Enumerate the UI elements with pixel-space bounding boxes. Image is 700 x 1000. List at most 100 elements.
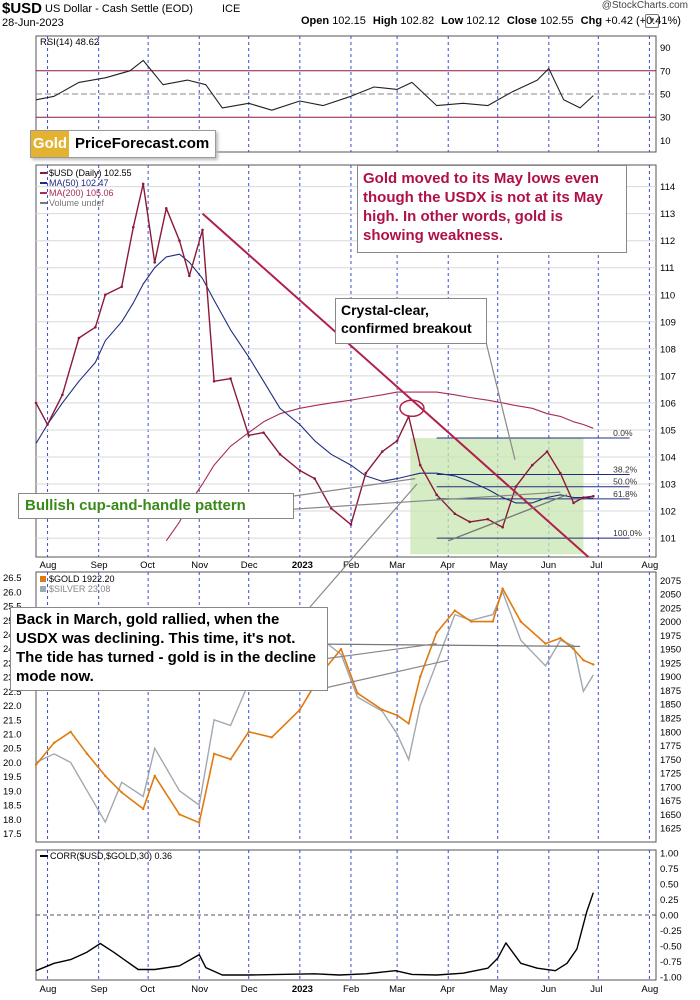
chart-symbol: $USD [2,0,43,17]
usd-price-point [201,228,204,232]
fib-label: 38.2% [613,465,638,475]
logo-site-word: PriceForecast.com [75,135,210,152]
usd-price-point [349,523,353,526]
silver-tick-label: 22.0 [3,701,22,712]
y-tick-label: 1725 [660,769,681,780]
fib-label: 61.8% [613,489,638,499]
y-tick-label: 112 [660,236,675,247]
gold-point [572,647,575,651]
usd-price-point [514,485,518,489]
y-tick-label: 108 [660,344,676,355]
usd-price-point [61,393,64,397]
cup-pointer-b [279,491,561,511]
y-tick-label: -0.75 [660,957,682,968]
y-tick-label: 50 [660,90,671,101]
weakness-callout: Gold moved to its May lows even though t… [357,165,627,253]
gold-point [247,730,250,733]
close-value: 102.55 [539,15,574,27]
y-tick-label: 110 [660,290,675,301]
gold-point [544,642,547,645]
y-tick-label: 106 [660,398,676,409]
close-label: Close [506,15,537,27]
x-tick-label: Aug [40,560,57,571]
usd-price-line [35,183,594,528]
x-tick-label: Sep [91,984,108,995]
usd-price-point [278,452,282,456]
usd-price-point [501,525,504,529]
corr-panel: -1.00 -0.75 -0.50 -0.25 0.00 0.25 0.50 0.75 1.00… [35,849,682,995]
y-tick-label: 114 [660,182,675,193]
y-tick-label: 1750 [660,755,681,766]
x-tick-label: Aug [40,984,57,995]
y-tick-label: 1700 [660,782,681,793]
x-tick-label: Nov [191,984,208,995]
silver-tick-label: 26.0 [3,587,22,598]
y-tick-label: 102 [660,507,676,518]
silver-tick-label: 20.5 [3,744,22,755]
march-pointer-c [315,659,449,691]
usd-price-point [34,401,38,405]
y-tick-label: 113 [660,209,675,220]
x-tick-label: Sep [91,560,108,571]
corr-legend: CORR($USD,$GOLD,30) 0.36 [50,851,172,861]
x-tick-label: 2023 [292,984,313,995]
usd-price-point [418,463,422,467]
usd-price-point [468,520,471,524]
gold-point [419,675,422,678]
x-tick-label: Apr [440,560,455,571]
gold-point [435,631,438,634]
usd-price-point [486,517,490,521]
panel-frame [35,571,657,843]
usd-price-point [188,274,191,278]
high-label: High [372,15,398,27]
y-tick-label: 1925 [660,658,681,669]
y-tick-label: 10 [660,136,671,147]
x-tick-label: 2023 [292,560,313,571]
usd-price-point [212,379,216,383]
x-tick-label: Apr [440,984,455,995]
silver-legend-entry: $SILVER 23.08 [49,584,110,594]
usd-price-point [545,450,549,453]
usd-price-point [531,463,534,467]
y-tick-label: 104 [660,452,676,463]
chg-value: +0.42 (+0.41%) [605,15,681,27]
y-tick-label: 1900 [660,672,681,683]
y-tick-label: 0.75 [660,864,679,875]
silver-tick-label: 18.5 [3,801,22,812]
silver-tick-label: 21.0 [3,730,22,741]
declining-trendline [201,212,590,558]
chart-date: 28-Jun-2023 [2,17,64,29]
chart-exchange: ICE [222,3,241,15]
x-tick-label: Aug [641,984,658,995]
x-tick-label: Jul [590,984,602,995]
rsi-panel: 10 30 50 70 90 RSI(14) 48.62 [35,35,671,153]
chart-settings-icon[interactable]: ▼ [645,14,659,28]
march-callout: Back in March, gold rallied, when the US… [10,607,328,691]
gold-point [120,791,123,794]
usd-price-point [298,469,302,472]
rsi-line [35,59,594,111]
y-tick-label: 2050 [660,590,681,601]
x-tick-label: Jun [541,984,556,995]
x-tick-label: May [490,984,508,995]
usd-price-point [120,285,124,288]
silver-tick-label: 21.5 [3,715,22,726]
gold-legend-swatch [40,576,46,582]
usd-price-point [329,507,333,510]
x-tick-label: Jun [541,560,556,571]
y-tick-label: -0.25 [660,926,682,937]
x-tick-label: Oct [140,984,155,995]
rsi-legend: RSI(14) 48.62 [40,37,99,48]
usd-price-point [178,239,181,242]
chart-symbol-name: US Dollar - Cash Settle (EOD) [45,3,193,15]
usd-price-point [559,471,562,475]
y-tick-label: 1975 [660,631,681,642]
open-value: 102.15 [332,15,366,27]
y-tick-label: 1775 [660,741,681,752]
y-tick-label: 2025 [660,603,681,614]
gold-point [104,774,107,778]
x-tick-label: Feb [343,984,359,995]
cup-pointer-a [279,478,416,499]
cup-trendline [447,494,568,542]
